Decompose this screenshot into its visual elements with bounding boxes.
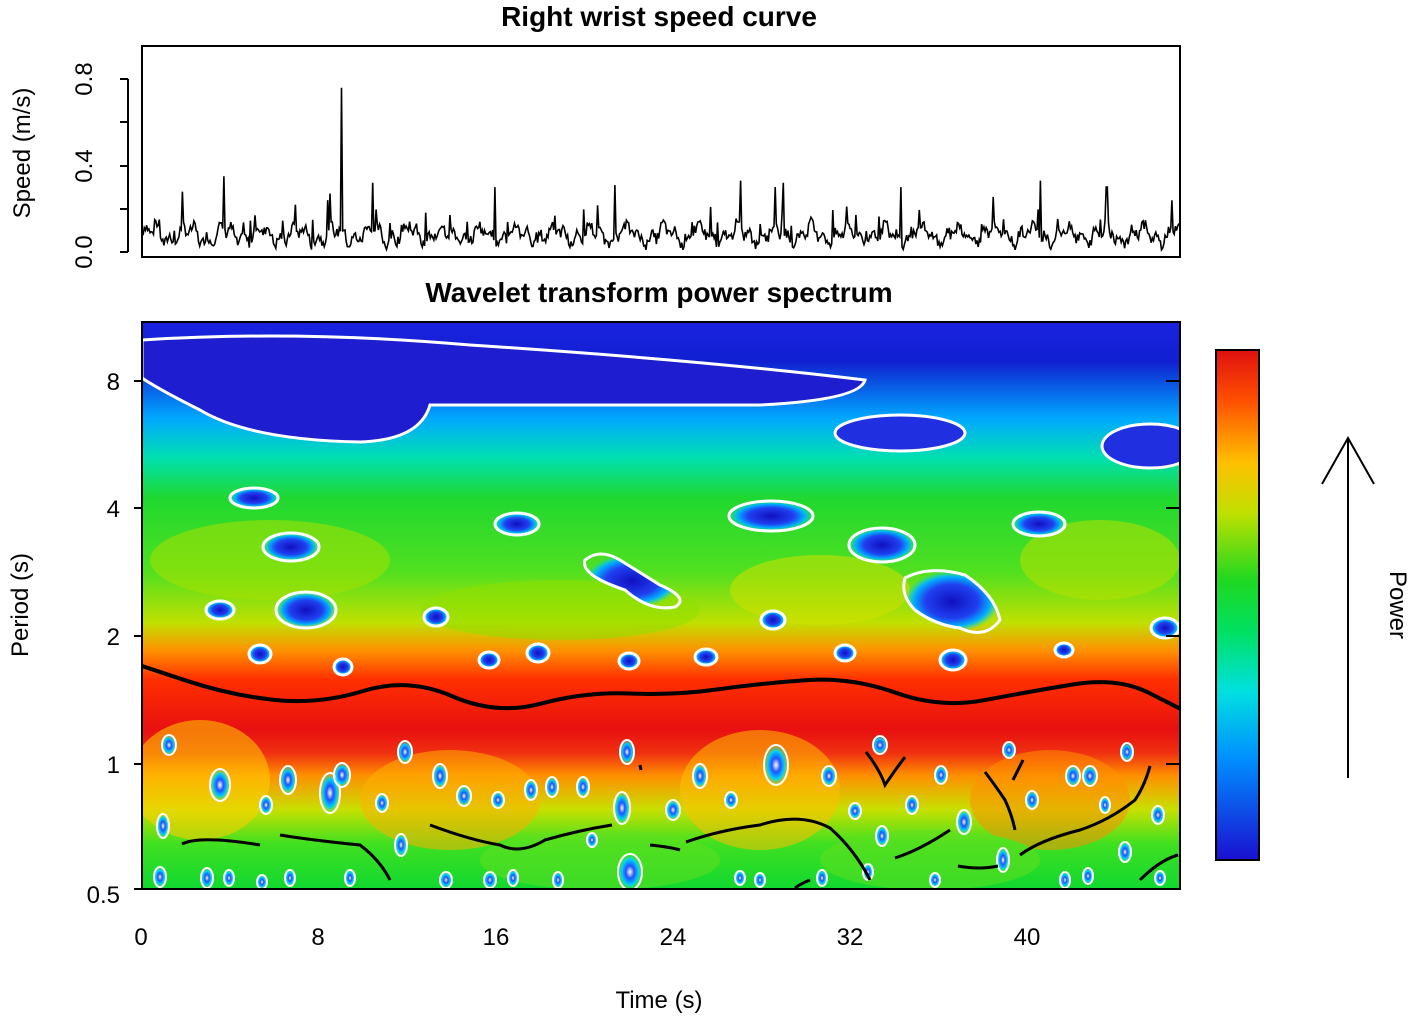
low-power-spot [1099,796,1111,814]
low-power-spot [929,872,941,888]
low-power-spot [754,872,766,888]
low-power-spot [905,795,919,815]
low-power-spot [161,734,177,756]
low-power-spot [491,791,505,809]
low-power-spot [1151,805,1165,825]
low-power-spot [821,765,837,787]
speed-plot-frame [141,45,1181,258]
low-power-spot [432,763,448,789]
low-power-spot [996,847,1010,873]
low-power-spot [439,871,453,889]
low-power-spot [397,740,413,764]
low-power-spot [1154,870,1166,886]
low-power-spot [617,853,643,889]
low-power-spot [209,768,231,802]
low-power-spot [259,795,273,815]
low-power-spot [394,833,408,857]
low-power-spot [1065,765,1081,787]
low-power-spot [1082,867,1094,885]
speed-ytick-label: 0.4 [71,149,98,182]
low-power-spot [734,870,746,886]
low-power-spot [524,779,538,801]
spectrum-right-ticks [1166,380,1180,765]
spectrum-plot-frame [141,321,1181,890]
low-power-spot [613,791,631,825]
low-power-spot [279,765,297,795]
spectrum-y-axis-label: Period (s) [7,553,34,657]
low-power-spot [200,867,214,889]
low-power-spot [576,776,590,798]
low-power-spot [456,785,472,807]
low-power-spot [692,763,708,789]
low-power-spot [934,765,948,785]
low-power-spot [256,874,268,889]
speed-series-line [142,87,1180,253]
low-power-spot [552,871,564,889]
power-colorbar [1215,349,1260,861]
spectrum-ytick-label: 0.5 [87,882,120,909]
low-power-spot [333,762,351,788]
spectrum-ytick-label: 4 [107,496,120,523]
spectrum-heatmap [142,322,1180,889]
low-power-spot [507,869,519,887]
low-power-spot [153,866,167,888]
speed-chart-title: Right wrist speed curve [501,1,817,32]
low-power-spot [848,802,862,820]
low-power-spot [284,869,296,887]
spectrum-x-axis-label: Time (s) [615,987,702,1014]
low-power-spot [875,825,889,847]
spectrum-xtick-label: 24 [660,924,687,951]
low-power-spot [1118,841,1132,863]
low-power-spot [1002,741,1016,759]
up-arrow-icon [1321,435,1375,778]
dominant-period-ridge [142,664,1180,711]
low-power-spot [586,832,598,848]
spectrum-chart-title: Wavelet transform power spectrum [425,277,892,308]
low-power-spot [223,869,235,887]
spectrum-x-axis: 0 8 16 24 32 40 [134,924,1040,951]
low-power-spot [956,809,972,835]
low-power-spot [619,739,635,765]
colorbar-label: Power [1384,571,1411,639]
low-power-spot [1059,871,1071,889]
low-power-spot [344,869,356,887]
low-power-spot [156,813,170,839]
spectrum-ytick-label: 2 [107,624,120,651]
spectrum-xtick-label: 0 [134,924,147,951]
low-power-spot [862,863,874,881]
low-power-spot [763,744,789,786]
speed-ytick-label: 0.0 [71,235,98,268]
spectrum-xtick-label: 40 [1014,924,1041,951]
speed-y-axis-label: Speed (m/s) [9,88,36,219]
low-power-spot [816,869,828,887]
low-power-spot [1120,742,1134,762]
low-power-spot [1082,765,1098,787]
low-power-spot [545,776,559,798]
spectrum-xtick-label: 16 [483,924,510,951]
low-power-spot [665,799,681,821]
low-power-spot [724,791,738,809]
speed-y-axis: 0.0 0.4 0.8 [71,62,129,269]
low-power-spot [483,871,497,889]
low-power-spot [375,793,389,813]
speed-ytick-label: 0.8 [71,62,98,95]
spectrum-ytick-label: 8 [107,369,120,396]
low-power-spot [1025,790,1039,810]
spectrum-ytick-label: 1 [107,752,120,779]
spectrum-xtick-label: 8 [311,924,324,951]
low-power-spot [872,735,888,755]
spectrum-xtick-label: 32 [837,924,864,951]
spectrum-y-axis: 8 4 2 1 0.5 [87,369,142,909]
